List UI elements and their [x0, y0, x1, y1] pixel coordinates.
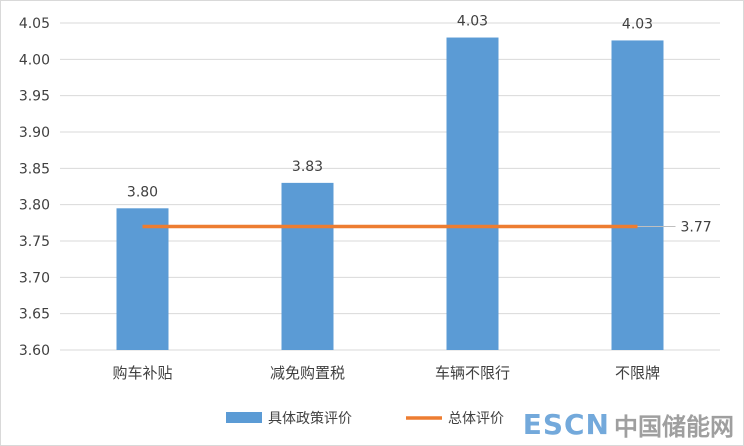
- x-category-label: 车辆不限行: [435, 364, 510, 382]
- watermark-latin: ESCN: [522, 407, 610, 441]
- y-tick-label: 4.00: [19, 52, 50, 68]
- legend-label-bar: 具体政策评价: [268, 410, 352, 427]
- overall-data-label: 3.77: [681, 219, 712, 235]
- legend-swatch-bar: [226, 412, 262, 423]
- x-category-label: 购车补贴: [112, 364, 172, 382]
- y-tick-label: 4.05: [19, 16, 50, 32]
- data-label: 4.03: [622, 16, 653, 32]
- y-tick-label: 3.95: [19, 89, 50, 105]
- y-tick-label: 3.70: [19, 270, 50, 286]
- legend-label-line: 总体评价: [448, 411, 504, 427]
- bar: [281, 182, 334, 350]
- data-label: 4.03: [457, 14, 488, 30]
- gridlines: [60, 22, 720, 351]
- watermark-logo: ESCN 中国储能网: [523, 406, 734, 442]
- bar: [611, 40, 664, 350]
- bar: [116, 208, 169, 350]
- y-tick-label: 3.75: [19, 234, 50, 250]
- y-tick-label: 3.65: [19, 307, 50, 323]
- data-label: 3.83: [292, 159, 323, 175]
- bars: 3.80 3.83 4.03 4.03: [116, 14, 664, 351]
- watermark-cjk: 中国储能网: [614, 412, 734, 441]
- data-label: 3.80: [127, 184, 158, 200]
- x-category-label: 不限牌: [615, 364, 660, 382]
- y-axis: 3.60 3.65 3.70 3.75 3.80 3.85 3.90 3.95 4.00 4.05: [19, 16, 50, 359]
- y-tick-label: 3.90: [19, 125, 50, 141]
- x-category-label: 减免购置税: [270, 364, 345, 382]
- x-axis: 购车补贴 减免购置税 车辆不限行 不限牌: [112, 364, 660, 382]
- overall-line: 3.77: [142, 219, 712, 235]
- y-tick-label: 3.85: [19, 161, 50, 177]
- y-tick-label: 3.80: [19, 198, 50, 214]
- bar: [446, 37, 499, 351]
- y-tick-label: 3.60: [19, 343, 50, 359]
- legend: 具体政策评价 总体评价: [226, 410, 504, 427]
